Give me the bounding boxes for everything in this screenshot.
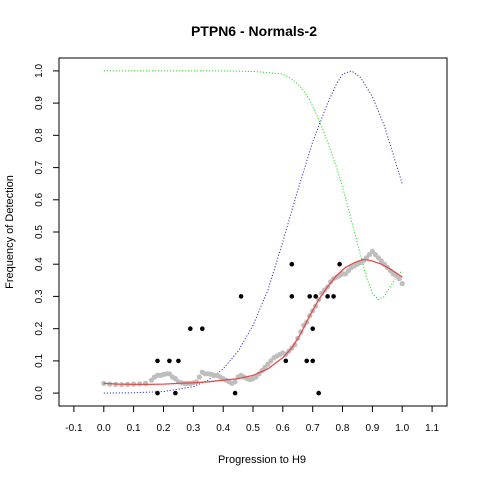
observed-point [200,326,205,332]
smoothed-point [369,248,375,254]
y-tick-label: 0.4 [34,257,45,271]
x-tick-label: 0.3 [186,423,200,434]
curves-layer [103,70,403,394]
smoothed-point [196,374,202,380]
observed-point [232,390,238,396]
x-tick-label: 1.0 [395,423,409,434]
y-tick-label: 0.0 [34,386,45,400]
observed-point [289,261,295,267]
chart-title: PTPN6 - Normals-2 [191,23,317,39]
observed-point [325,294,330,299]
x-tick-label: -0.1 [65,423,83,434]
smoothed-point [399,281,405,287]
y-tick-label: 0.7 [34,160,45,174]
smoothed-point [232,379,238,385]
observed-point [155,390,160,396]
x-axis: -0.1 0.0 0.1 0.2 0.3 0.4 0.5 0.6 0.7 0.8 0.9 1.0 1.1 [65,406,439,434]
observed-point [310,326,316,332]
y-tick-label: 1.0 [34,64,45,78]
y-tick-label: 0.1 [34,354,45,368]
y-tick-label: 0.2 [34,321,45,335]
x-tick-label: 0.0 [97,423,111,434]
observed-point [304,358,310,364]
y-tick-label: 0.6 [34,192,45,206]
y-axis-label: Frequency of Detection [4,175,16,289]
fit-line-layer [103,258,403,386]
x-tick-label: 0.8 [336,423,350,434]
x-tick-label: 1.1 [425,423,439,434]
observed-point [310,358,316,364]
observed-point [167,358,172,364]
smoothed-point [143,380,149,386]
smoothed-point [366,252,372,258]
x-tick-label: 0.5 [246,423,260,434]
y-tick-label: 0.5 [34,225,45,239]
x-tick-label: 0.1 [127,423,141,434]
x-axis-label: Progression to H9 [218,454,306,466]
observed-point [283,358,289,364]
observed-points-layer [155,261,342,396]
y-tick-label: 0.8 [34,128,45,142]
observed-point [337,261,342,267]
observed-point [238,294,244,299]
observed-point [155,358,160,364]
observed-point [188,326,193,332]
x-tick-label: 0.9 [365,423,379,434]
observed-point [173,390,178,396]
observed-point [313,294,319,299]
y-tick-label: 0.3 [34,289,45,303]
observed-point [316,390,322,396]
x-tick-label: 0.7 [306,423,320,434]
x-tick-label: 0.4 [216,423,230,434]
smoothed-point [396,276,402,282]
x-tick-label: 0.6 [276,423,290,434]
observed-point [176,358,181,364]
fit-line [103,258,403,386]
blue-curve [103,70,403,394]
observed-point [289,294,295,299]
y-axis: 0.0 0.1 0.2 0.3 0.4 0.5 0.6 0.7 0.8 0.9 1.0 [34,64,59,400]
observed-point [331,294,336,299]
observed-point [307,294,313,299]
green-curve [103,70,403,301]
x-tick-label: 0.2 [157,423,171,434]
y-tick-label: 0.9 [34,96,45,110]
smoothed-point [345,268,352,274]
smoothed-point [193,379,199,385]
